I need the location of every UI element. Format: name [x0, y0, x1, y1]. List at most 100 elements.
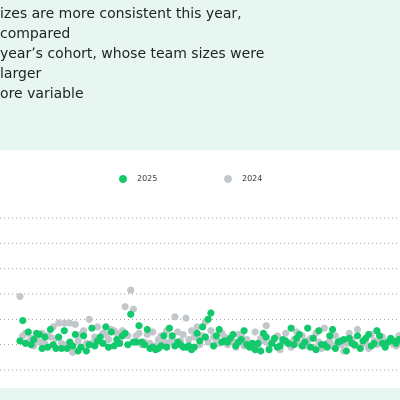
point-2025-14: [52, 344, 60, 353]
point-2025-107: [309, 334, 317, 342]
point-2025-6: [30, 336, 38, 344]
point-2025-95: [276, 342, 284, 350]
legend-label-2024: 2024: [242, 174, 263, 183]
legend-item-2024: 2024: [224, 174, 262, 183]
point-2024-44: [135, 329, 143, 337]
point-2025-12: [46, 325, 55, 334]
point-2025-108: [312, 346, 320, 354]
point-2025-88: [257, 347, 265, 355]
point-2025-98: [284, 339, 292, 347]
point-2025-18: [63, 344, 71, 353]
point-2024-63: [187, 327, 196, 335]
point-2024-1: [16, 292, 24, 301]
point-2025-113: [326, 332, 334, 340]
point-2025-104: [301, 338, 309, 346]
point-2025-39: [121, 329, 129, 337]
point-2024-120: [345, 329, 353, 337]
point-2024-123: [353, 325, 362, 334]
point-2024-8: [35, 338, 44, 346]
point-2025-65: [193, 329, 201, 337]
point-2025-43: [132, 338, 140, 346]
point-2024-60: [179, 330, 187, 339]
point-2025-81: [237, 336, 245, 344]
chart-heading: izes are more consistent this year, comp…: [0, 6, 265, 102]
point-2025-114: [329, 325, 337, 334]
point-2025-64: [190, 343, 198, 351]
point-2025-9: [38, 344, 46, 353]
point-2025-71: [210, 342, 218, 350]
point-2025-72: [212, 332, 220, 340]
point-2024-26: [85, 315, 93, 323]
point-2024-61: [182, 314, 190, 322]
point-2025-85: [248, 339, 256, 347]
point-2025-17: [60, 327, 68, 335]
point-2025-44: [135, 322, 143, 330]
point-2024-97: [282, 329, 290, 337]
point-2024-115: [331, 332, 339, 340]
point-2025-112: [323, 343, 331, 351]
chart-panel: 2025 2024: [0, 150, 400, 388]
point-2025-123: [353, 332, 362, 340]
point-2025-4: [24, 328, 32, 336]
legend-item-2025: 2025: [119, 174, 157, 183]
point-2025-23: [77, 343, 85, 351]
point-2024-20: [69, 348, 77, 356]
point-2024-39: [121, 303, 129, 311]
point-2024-47: [143, 330, 151, 339]
point-2024-111: [320, 324, 328, 332]
point-2024-24: [80, 327, 88, 335]
point-2025-138: [395, 336, 400, 344]
point-2025-2: [19, 317, 27, 325]
point-2025-131: [376, 332, 384, 340]
point-2025-87: [254, 339, 262, 347]
point-2024-57: [171, 313, 179, 321]
point-2025-33: [104, 343, 113, 351]
point-2025-99: [287, 324, 295, 332]
point-2025-115: [331, 344, 339, 353]
scatter-plot: [0, 217, 400, 371]
point-2025-1: [16, 337, 24, 345]
point-2025-86: [251, 346, 259, 354]
point-2025-52: [157, 342, 165, 350]
point-2025-24: [80, 332, 88, 340]
point-2025-93: [270, 334, 279, 342]
point-2025-10: [41, 333, 49, 341]
point-2025-91: [265, 346, 273, 354]
point-2025-129: [370, 339, 378, 347]
point-2025-25: [82, 347, 90, 355]
point-2025-37: [116, 339, 124, 347]
point-2025-118: [340, 336, 348, 344]
point-2025-8: [35, 330, 44, 339]
point-2024-17: [60, 319, 68, 327]
point-2025-20: [69, 342, 77, 350]
point-2024-19: [66, 319, 74, 327]
point-2025-100: [290, 341, 298, 349]
point-2025-26: [85, 341, 93, 349]
point-2025-54: [163, 343, 171, 351]
point-2025-124: [356, 344, 364, 353]
point-2025-73: [215, 325, 223, 334]
series-2025: [16, 309, 400, 355]
point-2025-11: [44, 343, 52, 351]
point-2025-67: [199, 323, 207, 331]
point-2025-106: [306, 343, 315, 351]
point-2025-35: [110, 342, 118, 350]
point-2025-34: [107, 328, 115, 336]
point-2024-70: [207, 327, 215, 335]
point-2025-56: [168, 332, 176, 340]
point-2025-15: [55, 333, 63, 341]
point-2024-90: [262, 322, 270, 330]
point-2024-36: [113, 329, 121, 337]
point-2025-78: [229, 330, 237, 339]
point-2024-29: [93, 323, 102, 331]
legend-label-2025: 2025: [137, 174, 158, 183]
point-2025-32: [102, 323, 110, 331]
point-2025-69: [204, 315, 212, 323]
point-2024-21: [71, 320, 79, 328]
point-2024-86: [251, 328, 259, 336]
point-2024-58: [174, 328, 182, 336]
point-2025-122: [351, 341, 359, 349]
legend-marker-2024: [224, 174, 232, 183]
point-2024-16: [57, 339, 66, 347]
